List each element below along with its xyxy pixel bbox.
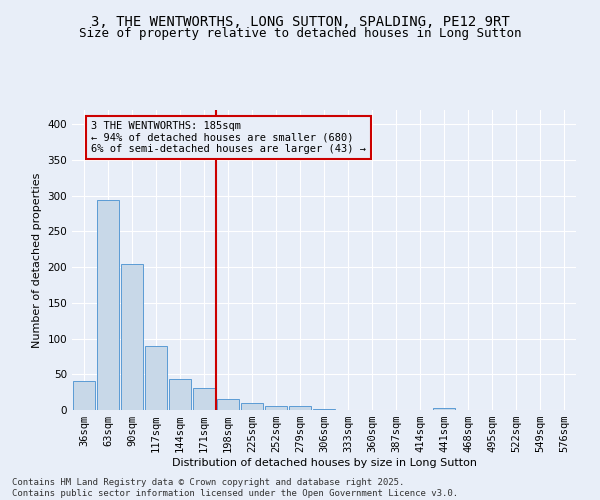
Bar: [169, 378, 191, 410]
Bar: [97, 200, 119, 410]
Bar: [217, 398, 239, 410]
X-axis label: Distribution of detached houses by size in Long Sutton: Distribution of detached houses by size …: [172, 458, 476, 468]
Bar: [193, 388, 215, 410]
Bar: [433, 408, 455, 410]
Y-axis label: Number of detached properties: Number of detached properties: [32, 172, 42, 348]
Bar: [73, 380, 95, 410]
Bar: [121, 264, 143, 410]
Bar: [241, 403, 263, 410]
Text: 3, THE WENTWORTHS, LONG SUTTON, SPALDING, PE12 9RT: 3, THE WENTWORTHS, LONG SUTTON, SPALDING…: [91, 15, 509, 29]
Bar: [145, 346, 167, 410]
Text: Contains HM Land Registry data © Crown copyright and database right 2025.
Contai: Contains HM Land Registry data © Crown c…: [12, 478, 458, 498]
Text: Size of property relative to detached houses in Long Sutton: Size of property relative to detached ho…: [79, 28, 521, 40]
Text: 3 THE WENTWORTHS: 185sqm
← 94% of detached houses are smaller (680)
6% of semi-d: 3 THE WENTWORTHS: 185sqm ← 94% of detach…: [91, 120, 366, 154]
Bar: [265, 406, 287, 410]
Bar: [289, 406, 311, 410]
Bar: [313, 408, 335, 410]
